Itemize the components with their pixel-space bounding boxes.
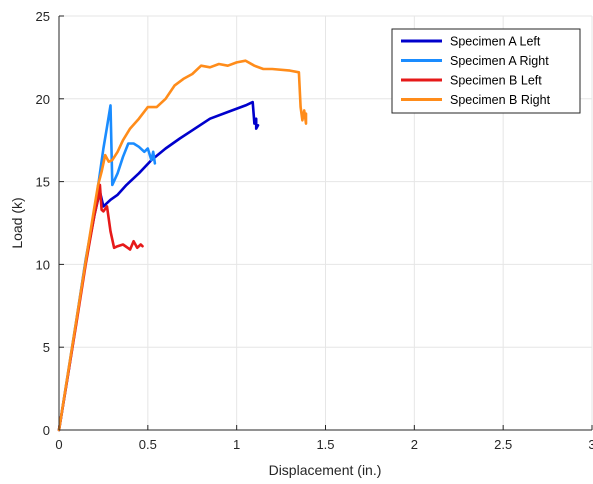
legend-label: Specimen A Left [450,35,541,49]
legend-label: Specimen B Right [450,93,551,107]
x-tick-label: 0 [55,437,62,452]
y-tick-label: 0 [43,423,50,438]
legend-label: Specimen A Right [450,54,549,68]
y-tick-label: 10 [36,257,50,272]
legend: Specimen A Left Specimen A Right Specimen … [391,28,581,114]
x-tick-labels: 0 0.5 1 1.5 2 2.5 3 [55,425,593,452]
y-tick-label: 25 [36,9,50,24]
x-tick-label: 2.5 [494,437,512,452]
x-tick-label: 1.5 [316,437,334,452]
series-line-3 [57,59,308,432]
y-tick-labels: 0 5 10 15 20 25 [36,9,64,438]
y-tick-label: 20 [36,92,50,107]
x-tick-label: 1 [233,437,240,452]
y-tick-label: 15 [36,175,50,190]
x-tick-label: 2 [411,437,418,452]
legend-label: Specimen B Left [450,74,542,88]
x-axis-title: Displacement (in.) [269,462,382,478]
y-tick-label: 5 [43,340,50,355]
series-lines [57,59,308,432]
y-axis-title: Load (k) [9,197,25,248]
x-tick-label: 0.5 [139,437,157,452]
x-tick-label: 3 [588,437,593,452]
